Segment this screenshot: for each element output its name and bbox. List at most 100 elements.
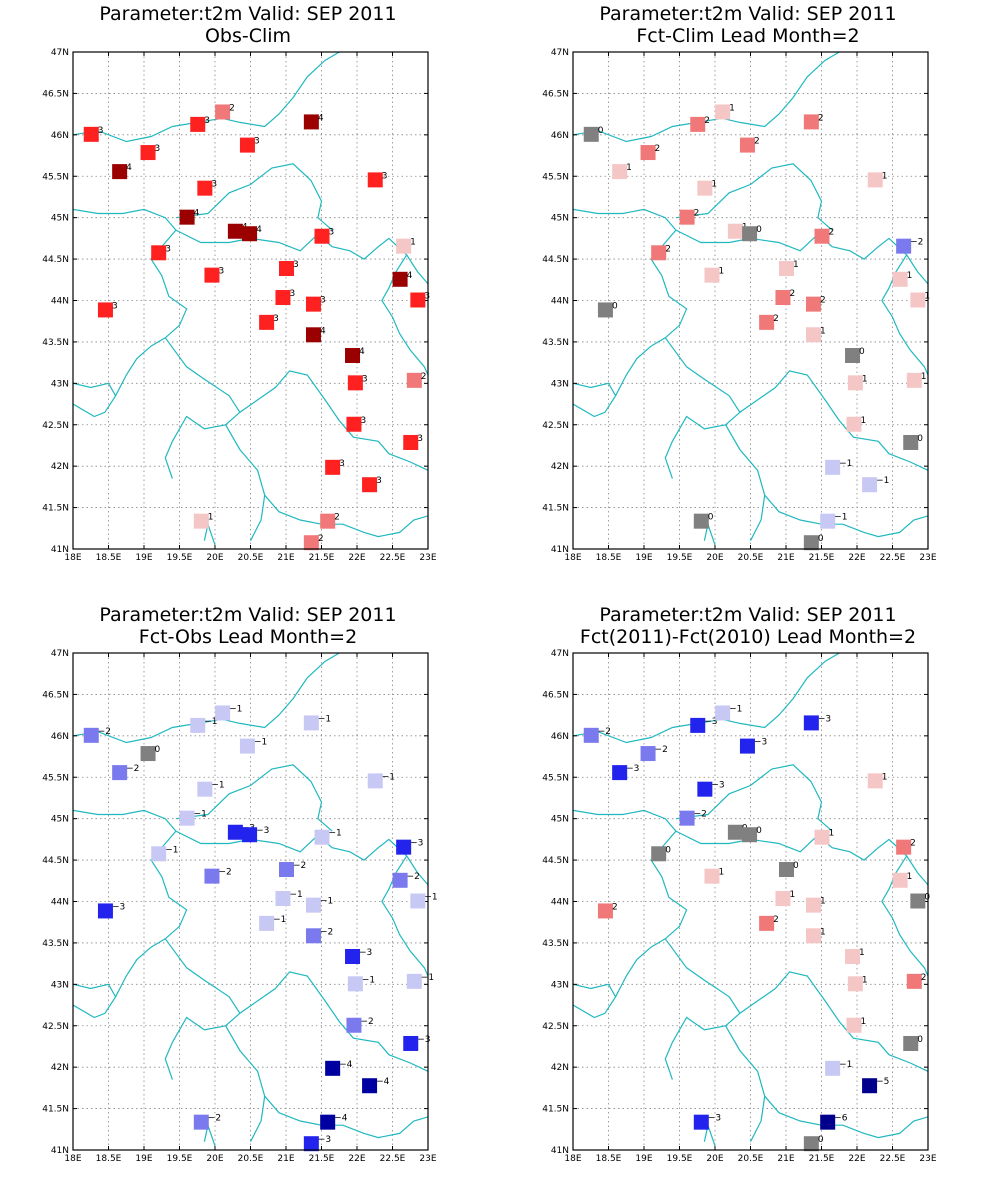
station-marker (896, 839, 912, 855)
station-value-label: 1 (882, 171, 888, 181)
station-marker (242, 226, 258, 242)
border-line (164, 938, 241, 1080)
station-marker (303, 535, 319, 551)
x-tick-label: 20E (206, 1154, 223, 1164)
station-value-label: 1 (882, 772, 888, 782)
x-tick-label: 19.5E (167, 553, 193, 563)
border-line (73, 52, 340, 143)
border-line (573, 52, 840, 143)
station-value-label: 1 (862, 374, 868, 384)
station-value-label: −2 (598, 727, 611, 737)
station-marker (814, 829, 830, 845)
station-marker (320, 1114, 336, 1130)
x-tick-label: 21E (277, 553, 294, 563)
y-tick-label: 42.5N (42, 1022, 69, 1032)
x-tick-label: 20E (706, 1154, 723, 1164)
station-value-label: −4 (376, 1077, 390, 1087)
station-value-label: 2 (754, 137, 760, 147)
border-line (73, 208, 188, 418)
station-marker (805, 928, 821, 944)
station-value-label: 3 (362, 374, 368, 384)
station-value-label: 0 (818, 534, 824, 544)
station-marker (845, 948, 861, 964)
station-marker (314, 829, 330, 845)
station-marker (775, 290, 791, 306)
station-marker (227, 824, 243, 840)
station-marker (396, 238, 412, 254)
station-marker (846, 416, 862, 432)
station-marker (190, 116, 206, 132)
y-tick-label: 45N (551, 214, 569, 224)
station-value-label: 2 (789, 289, 795, 299)
panel-title: Parameter:t2m Valid: SEP 2011 (99, 3, 396, 25)
station-marker (847, 375, 863, 391)
station-value-label: 1 (921, 372, 927, 382)
station-value-label: 1 (729, 103, 735, 113)
y-tick-label: 44.5N (42, 255, 69, 265)
station-marker (410, 292, 426, 308)
station-marker (697, 781, 713, 797)
y-tick-label: 42N (51, 1063, 69, 1073)
station-marker (279, 261, 294, 277)
station-marker (825, 1060, 841, 1076)
station-marker (305, 928, 321, 944)
y-tick-label: 42N (551, 462, 569, 472)
station-marker (140, 145, 156, 161)
station-value-label: 0 (917, 434, 923, 444)
station-marker (392, 872, 408, 888)
station-value-label: 1 (907, 872, 913, 882)
station-value-label: −3 (112, 902, 125, 912)
station-marker (742, 226, 758, 242)
x-tick-label: 22E (348, 1154, 365, 1164)
station-value-label: 1 (410, 238, 416, 248)
station-value-label: 1 (711, 180, 717, 190)
station-value-label: 3 (339, 459, 345, 469)
station-marker (259, 915, 275, 931)
y-tick-label: 45.5N (542, 773, 569, 783)
station-marker (396, 839, 412, 855)
station-marker (697, 180, 713, 196)
station-value-label: −2 (218, 868, 231, 878)
y-tick-label: 46.5N (42, 89, 69, 99)
station-marker (403, 1035, 419, 1051)
station-marker (83, 727, 99, 743)
station-value-label: 3 (329, 228, 335, 238)
y-tick-label: 47N (551, 48, 569, 58)
y-tick-label: 43.5N (542, 338, 569, 348)
station-marker (275, 891, 291, 907)
border-line (73, 653, 340, 744)
station-value-label: 3 (211, 180, 217, 190)
station-value-label: 0 (818, 1135, 824, 1145)
station-marker (279, 862, 294, 878)
y-tick-label: 41N (551, 1146, 569, 1156)
station-value-label: 3 (417, 434, 423, 444)
station-value-label: 3 (273, 314, 279, 324)
station-marker (742, 827, 758, 843)
station-value-label: −1 (211, 781, 224, 791)
station-value-label: 1 (820, 897, 826, 907)
station-value-label: −1 (839, 1060, 852, 1070)
station-marker (597, 302, 613, 318)
station-value-label: 2 (773, 915, 779, 925)
x-tick-label: 19E (635, 553, 652, 563)
station-value-label: 1 (820, 927, 826, 937)
station-marker (345, 347, 361, 363)
station-marker (303, 1136, 319, 1152)
station-value-label: 2 (334, 513, 340, 523)
x-tick-label: 23E (919, 1154, 936, 1164)
x-tick-label: 22.5E (880, 1154, 906, 1164)
station-marker (739, 137, 755, 153)
station-marker (320, 513, 336, 529)
station-marker (367, 773, 383, 789)
y-tick-label: 43N (51, 980, 69, 990)
station-value-label: −3 (754, 738, 767, 748)
station-marker (803, 114, 819, 130)
station-value-label: −1 (329, 829, 342, 839)
station-marker (362, 477, 378, 493)
station-value-label: −3 (818, 714, 831, 724)
station-value-label: 1 (860, 1017, 866, 1027)
y-tick-label: 45.5N (42, 773, 69, 783)
panel-subtitle: Fct(2011)-Fct(2010) Lead Month=2 (580, 626, 916, 648)
station-marker (779, 261, 794, 277)
station-value-label: 3 (254, 137, 260, 147)
